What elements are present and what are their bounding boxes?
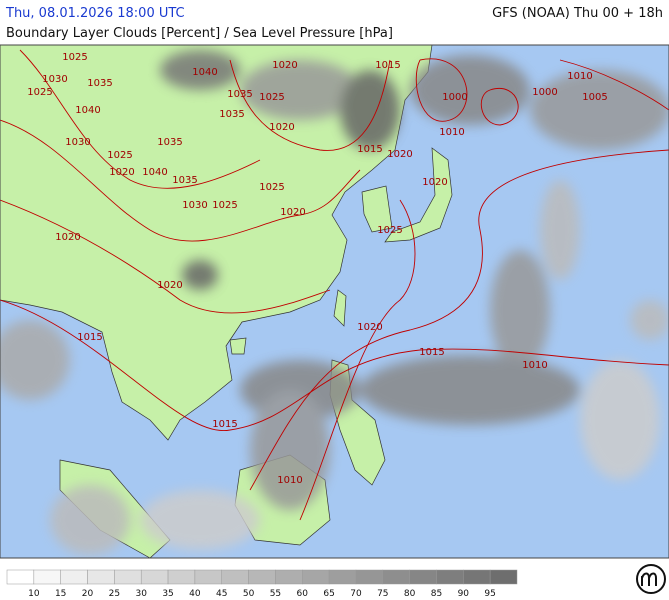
legend-label: 45 [216,589,227,599]
isobar-label: 1035 [172,175,197,186]
legend-swatch [33,569,61,585]
legend-swatch [463,569,491,585]
isobar-label: 1020 [269,122,294,133]
legend-swatch [302,569,330,585]
legend-label: 60 [297,589,309,599]
legend-label: 55 [270,589,281,599]
isobar-label: 1000 [442,92,467,103]
legend-label: 25 [109,589,120,599]
legend-swatch [60,569,88,585]
isobar-label: 1025 [259,182,284,193]
isobar-label: 1010 [522,360,547,371]
legend-swatch [436,569,464,585]
isobar-label: 1010 [439,127,464,138]
isobar-label: 1040 [192,67,217,78]
isobar-label: 1030 [182,200,207,211]
isobar-label: 1005 [582,92,607,103]
legend-label: 65 [323,589,334,599]
legend-label: 40 [189,589,201,599]
isobar-label: 1015 [357,144,382,155]
map-frame [0,44,669,559]
legend-swatch [248,569,276,585]
legend-swatch [87,569,115,585]
hainan [229,337,247,355]
isobar-label: 1040 [142,167,167,178]
isobar-label: 1010 [277,475,302,486]
korea [361,185,393,233]
isobar-label: 1020 [55,232,80,243]
legend-swatch [328,569,357,585]
isobar-label: 1020 [157,280,182,291]
legend-swatch [221,569,249,585]
isobar-label: 1030 [42,74,67,85]
legend-label: 70 [350,589,362,599]
model-run: GFS (NOAA) Thu 00 + 18h [492,6,663,21]
legend-swatch [167,569,196,585]
isobar-label: 1035 [87,78,112,89]
map-area: 1025 1030 1025 1035 1040 1020 1015 1010 1000 1000… [0,45,669,558]
legend-swatch [275,569,303,585]
isobar-label: 1020 [280,207,305,218]
isobar-label: 1035 [227,89,252,100]
datetime: Thu, 08.01.2026 18:00 UTC [6,6,185,21]
legend-label: 95 [484,589,495,599]
legend-label: 10 [28,589,40,599]
isobar-label: 1020 [357,322,382,333]
isobar-label: 1015 [212,419,237,430]
legend-label: 35 [162,589,173,599]
isobar-label: 1035 [219,109,244,120]
isobar-label: 1025 [107,150,132,161]
isobars [0,49,669,521]
legend-label: 85 [431,589,442,599]
isobar-label: 1025 [259,92,284,103]
legend-swatch [489,569,518,585]
legend-label: 15 [55,589,66,599]
legend-swatch [6,569,35,585]
legend-swatch [382,569,410,585]
isobar-label: 1015 [77,332,102,343]
isobar-label: 1035 [157,137,182,148]
isobar-label: 1015 [419,347,444,358]
isobar-labels: 1025 1030 1025 1035 1040 1020 1015 1010 1000 1000… [27,52,607,486]
legend-label: 90 [458,589,470,599]
legend-swatch [409,569,437,585]
legend-label: 30 [135,589,147,599]
subtitle: Boundary Layer Clouds [Percent] / Sea Le… [6,26,393,41]
legend-swatch [140,569,169,585]
legend-swatch [355,569,384,585]
legend-label: 50 [243,589,255,599]
legend-swatch [114,569,142,585]
isobar-label: 1020 [387,149,412,160]
legend-swatch [194,569,222,585]
isobar-label: 1025 [27,87,52,98]
isobar-label: 1030 [65,137,90,148]
isobar-label: 1020 [422,177,447,188]
isobar-label: 1040 [75,105,100,116]
taiwan [333,289,347,327]
isobar-label: 1025 [62,52,87,63]
logo [636,564,666,594]
isobar-label: 1025 [377,225,402,236]
clouds [0,50,669,555]
isobar-label: 1020 [109,167,134,178]
legend-label: 80 [404,589,416,599]
legend: 10 15 20 25 30 35 40 45 50 55 60 65 70 75 80 85 90 95 [6,569,518,599]
isobar-label: 1000 [532,87,557,98]
land [0,45,433,441]
japan [384,147,453,243]
isobar-label: 1020 [272,60,297,71]
legend-label: 75 [377,589,388,599]
isobar-label: 1025 [212,200,237,211]
isobar-label: 1010 [567,71,592,82]
isobar-label: 1015 [375,60,400,71]
legend-label: 20 [82,589,94,599]
